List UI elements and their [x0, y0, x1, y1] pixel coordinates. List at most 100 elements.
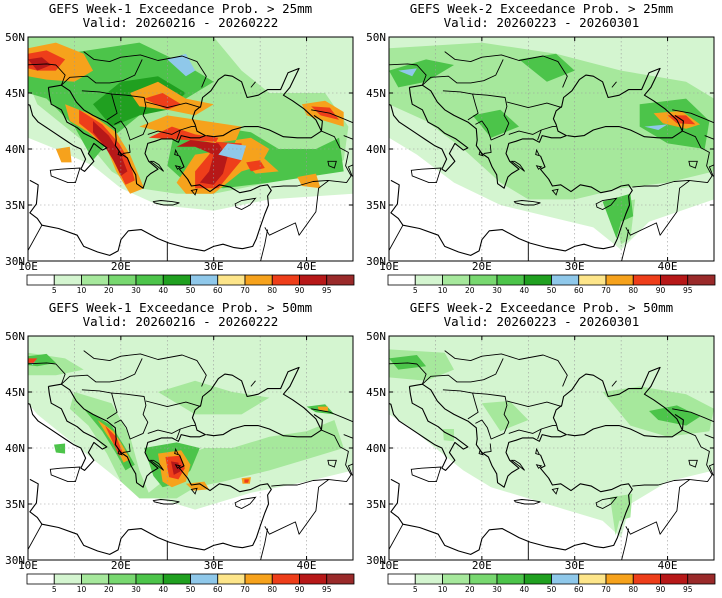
probability-region	[139, 115, 270, 194]
coastline	[389, 87, 469, 172]
colorbar-swatch	[605, 274, 634, 286]
lat-label: 45N	[5, 87, 25, 100]
colorbar-label: 5	[52, 585, 57, 594]
country-border	[311, 408, 353, 439]
lon-label: 10E	[379, 260, 399, 273]
probability-region	[171, 461, 181, 475]
coastline	[28, 87, 108, 172]
country-border	[264, 479, 330, 535]
country-border	[506, 101, 562, 109]
colorbar-swatch	[660, 573, 689, 585]
country-border	[389, 224, 404, 252]
lake	[327, 160, 337, 169]
country-border	[147, 425, 196, 434]
colorbar-label: 30	[492, 585, 502, 594]
probability-region	[442, 429, 454, 442]
colorbar-swatch	[551, 274, 580, 286]
probability-region	[398, 68, 417, 77]
panel-week2-50mm: GEFS Week-2 Exceedance Prob. > 50mm Vali…	[361, 299, 722, 598]
probability-region	[144, 93, 182, 110]
lon-label: 10E	[18, 260, 38, 273]
island	[478, 449, 484, 456]
colorbar-swatch	[190, 573, 219, 585]
country-border	[28, 224, 43, 252]
country-border	[389, 523, 404, 551]
colorbar-swatch	[326, 573, 355, 585]
colorbar-label: 90	[295, 286, 305, 295]
country-border	[176, 428, 181, 440]
colorbar-label: 5	[52, 286, 57, 295]
country-border	[271, 130, 352, 188]
colorbar-label: 10	[438, 286, 448, 295]
country-border	[83, 51, 207, 88]
lon-label: 30E	[565, 260, 585, 273]
colorbar-label: 70	[601, 286, 611, 295]
colorbar-swatch	[299, 573, 328, 585]
colorbar-label: 80	[267, 286, 277, 295]
country-border	[508, 425, 557, 434]
probability-region	[610, 493, 633, 536]
lake	[347, 463, 353, 476]
colorbar-swatch	[687, 573, 716, 585]
country-border	[61, 358, 143, 385]
island	[513, 499, 541, 505]
country-border	[28, 63, 66, 86]
island	[234, 496, 257, 509]
country-border	[632, 429, 713, 487]
colorbar-label: 20	[104, 585, 114, 594]
colorbar-label: 90	[656, 286, 666, 295]
country-border	[122, 443, 131, 453]
island	[513, 200, 541, 206]
country-border	[111, 93, 149, 141]
lat-label: 45N	[366, 87, 386, 100]
country-border	[444, 51, 568, 88]
lon-label: 30E	[204, 559, 224, 572]
country-border	[442, 90, 479, 121]
island	[535, 447, 541, 456]
colorbar-label: 10	[77, 585, 87, 594]
colorbar-label: 60	[213, 585, 223, 594]
country-border	[145, 400, 201, 408]
panel-valid-dates: Valid: 20260223 - 20260301	[443, 15, 640, 30]
colorbar-swatch	[271, 274, 300, 286]
colorbar-swatch	[53, 573, 82, 585]
island	[410, 167, 442, 184]
panel-title: GEFS Week-2 Exceedance Prob. > 25mm	[409, 1, 674, 16]
lat-label: 50N	[5, 330, 25, 343]
island	[551, 188, 559, 196]
colorbar-label: 95	[683, 286, 693, 295]
colorbar-swatch	[271, 573, 300, 585]
colorbar-swatch	[162, 274, 191, 286]
probability-region	[185, 481, 210, 491]
probability-region	[389, 59, 454, 88]
country-border	[83, 350, 207, 387]
panel-week2-25mm: GEFS Week-2 Exceedance Prob. > 25mm Vali…	[361, 0, 722, 299]
island	[535, 165, 543, 170]
island	[49, 466, 81, 483]
probability-region	[69, 392, 344, 499]
colorbar-swatch	[26, 274, 55, 286]
probability-region	[55, 146, 72, 163]
probability-region	[649, 405, 701, 426]
lat-label: 45N	[366, 386, 386, 399]
coastline	[29, 155, 272, 256]
island	[410, 466, 442, 483]
probability-region	[28, 358, 38, 363]
colorbar-swatch	[523, 573, 552, 585]
colorbar-swatch	[244, 274, 273, 286]
lon-label: 20E	[111, 559, 131, 572]
island	[595, 496, 618, 509]
country-border	[264, 180, 330, 236]
colorbar-label: 30	[131, 286, 141, 295]
colorbar: 5 10 20 30 40 50 60 70 80 90 95	[26, 274, 355, 295]
coastline	[29, 454, 272, 555]
colorbar-swatch	[217, 573, 246, 585]
colorbar-swatch	[135, 274, 164, 286]
island	[535, 148, 541, 157]
probability-region	[246, 160, 265, 172]
coastline	[674, 413, 684, 431]
colorbar-swatch	[135, 573, 164, 585]
